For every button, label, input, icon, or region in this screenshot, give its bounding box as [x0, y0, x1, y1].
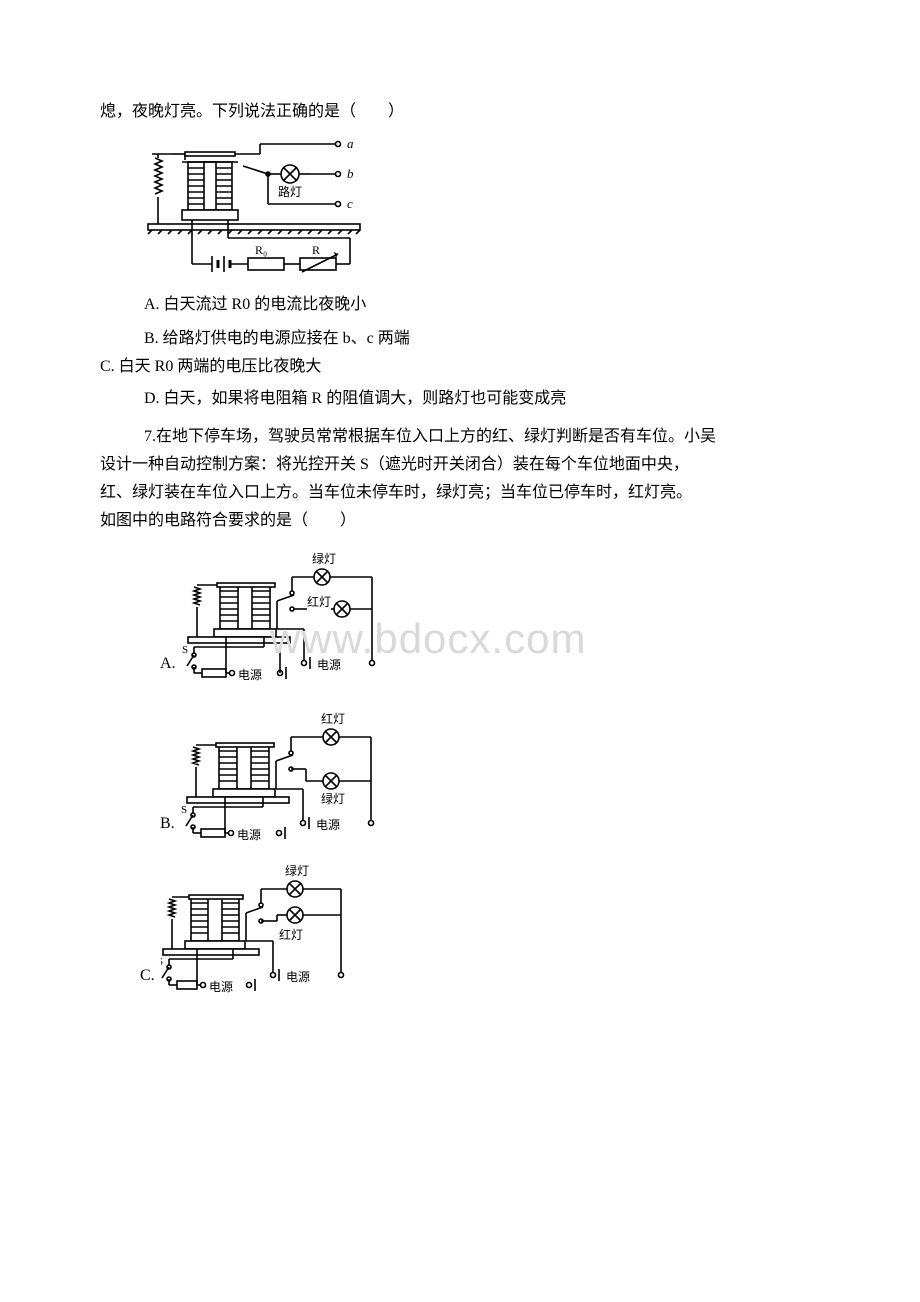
q6-diagram: a b c 路灯 — [140, 136, 820, 281]
svg-text:电源: 电源 — [317, 658, 341, 672]
svg-text:S: S — [181, 804, 187, 816]
svg-text:c: c — [347, 196, 353, 211]
svg-text:R₀: R₀ — [255, 243, 267, 257]
svg-text:电源: 电源 — [237, 828, 261, 841]
q7-stem-1: 7.在地下停车场，驾驶员常常根据车位入口上方的红、绿灯判断是否有车位。小吴 — [100, 425, 820, 449]
svg-text:S: S — [182, 644, 188, 656]
svg-text:R: R — [312, 243, 320, 257]
q6-option-a: A. 白天流过 R0 的电流比夜晚小 — [100, 293, 820, 317]
q7-label-b: B. — [160, 815, 175, 841]
q6-option-c: C. 白天 R0 两端的电压比夜晚大 — [100, 355, 820, 379]
svg-text:a: a — [347, 136, 354, 151]
svg-text:红灯: 红灯 — [279, 927, 303, 942]
svg-text:绿灯: 绿灯 — [321, 791, 345, 806]
q7-stem-3: 红、绿灯装在车位入口上方。当车位未停车时，绿灯亮；当车位已停车时，红灯亮。 — [100, 481, 820, 505]
q7-stem-2: 设计一种自动控制方案：将光控开关 S（遮光时开关闭合）装在每个车位地面中央， — [100, 453, 820, 477]
svg-text:S: S — [161, 956, 163, 968]
svg-text:红灯: 红灯 — [321, 711, 345, 726]
q7-diagram-c: 绿灯 红灯 电源 — [161, 863, 361, 993]
svg-text:红灯: 红灯 — [307, 594, 331, 609]
svg-text:路灯: 路灯 — [278, 184, 302, 199]
svg-text:电源: 电源 — [316, 818, 340, 832]
q7-stem-4: 如图中的电路符合要求的是（ ） — [100, 509, 820, 533]
q6-option-b: B. 给路灯供电的电源应接在 b、c 两端 — [100, 327, 820, 351]
q7-label-a: A. — [160, 655, 176, 681]
q6-trailing: 熄，夜晚灯亮。下列说法正确的是（ ） — [100, 100, 820, 124]
q7-diagram-b: 红灯 绿灯 电源 — [181, 711, 391, 841]
q7-diagram-a: 绿灯 红灯 — [182, 551, 392, 681]
svg-text:电源: 电源 — [238, 668, 262, 681]
svg-text:电源: 电源 — [209, 980, 233, 993]
q7-label-c: C. — [140, 967, 155, 993]
svg-text:b: b — [347, 166, 354, 181]
svg-text:绿灯: 绿灯 — [285, 863, 309, 878]
svg-text:绿灯: 绿灯 — [312, 551, 336, 566]
q6-option-d: D. 白天，如果将电阻箱 R 的阻值调大，则路灯也可能变成亮 — [100, 387, 820, 411]
svg-text:电源: 电源 — [286, 970, 310, 984]
